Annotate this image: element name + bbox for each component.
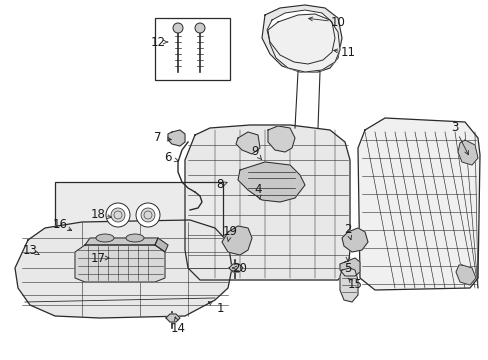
Polygon shape (267, 14, 339, 72)
Text: 6: 6 (164, 152, 171, 165)
Text: 17: 17 (90, 252, 105, 265)
Polygon shape (266, 10, 334, 64)
Circle shape (106, 203, 130, 227)
Polygon shape (228, 264, 243, 272)
Text: 1: 1 (216, 301, 224, 315)
Polygon shape (455, 265, 475, 285)
Polygon shape (262, 5, 341, 72)
Polygon shape (15, 220, 231, 318)
Text: 19: 19 (222, 225, 237, 238)
Polygon shape (267, 126, 294, 152)
Circle shape (195, 23, 204, 33)
Polygon shape (339, 258, 359, 276)
Polygon shape (339, 268, 357, 302)
Text: 15: 15 (347, 279, 362, 292)
Polygon shape (341, 228, 367, 252)
Bar (55, 182, 223, 292)
Polygon shape (85, 238, 158, 245)
Text: 10: 10 (330, 15, 345, 28)
Text: 3: 3 (450, 121, 458, 135)
Polygon shape (457, 140, 477, 165)
Text: 8: 8 (216, 179, 223, 192)
Circle shape (136, 203, 160, 227)
Text: 11: 11 (340, 45, 355, 58)
Polygon shape (236, 132, 260, 154)
Polygon shape (238, 162, 305, 202)
Text: 7: 7 (154, 131, 162, 144)
Text: 4: 4 (254, 184, 261, 197)
Circle shape (141, 208, 155, 222)
Polygon shape (165, 314, 180, 322)
Polygon shape (357, 118, 479, 290)
Text: 18: 18 (90, 208, 105, 221)
Circle shape (111, 208, 125, 222)
Bar (155, 18, 229, 80)
Text: 13: 13 (22, 243, 38, 256)
Ellipse shape (96, 234, 114, 242)
Polygon shape (168, 130, 184, 146)
Text: 2: 2 (344, 224, 351, 237)
Polygon shape (184, 125, 349, 280)
Ellipse shape (126, 234, 143, 242)
Polygon shape (75, 245, 164, 282)
Polygon shape (155, 238, 168, 252)
Polygon shape (222, 226, 251, 255)
Text: 5: 5 (344, 261, 351, 274)
Text: 16: 16 (52, 219, 67, 231)
Circle shape (173, 23, 183, 33)
Text: 14: 14 (170, 321, 185, 334)
Text: 9: 9 (251, 145, 258, 158)
Text: 20: 20 (232, 261, 247, 274)
Text: 12: 12 (150, 36, 165, 49)
